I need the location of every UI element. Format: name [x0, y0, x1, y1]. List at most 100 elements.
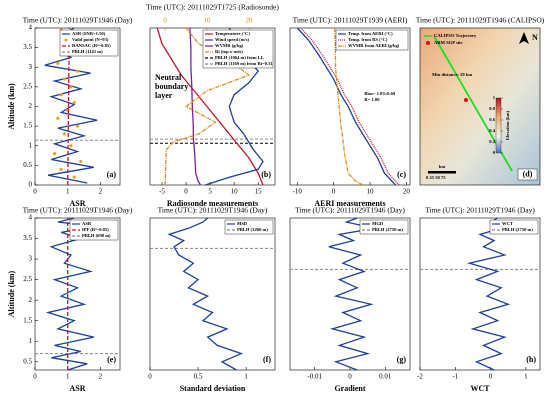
panel-label: (b) [261, 170, 271, 179]
x2-tick-label: 0 [163, 17, 167, 25]
panel-label: (g) [397, 355, 407, 364]
colorbar-tick-label: 0.4 [489, 128, 495, 133]
legend-label: IPF (R²=0.85) [82, 227, 109, 232]
profile-line [296, 27, 396, 186]
scale-unit: km [439, 164, 446, 169]
plot-frame [149, 27, 276, 186]
x-tick-label: 0 [348, 373, 352, 381]
legend-box [224, 219, 274, 235]
y-tick-label: 2 [29, 296, 33, 304]
y-tick-label: 3 [29, 63, 33, 71]
plot-frame [289, 27, 411, 186]
panel-label: (c) [397, 170, 406, 179]
valid-point [56, 61, 60, 65]
legend-swatch [64, 38, 68, 42]
legend-label: WVMR (g/kg) [215, 43, 244, 48]
arm-site [464, 98, 468, 102]
x-tick-label: 0 [332, 188, 336, 196]
north-label: N [532, 33, 538, 42]
x-tick-label: 0 [184, 188, 188, 196]
x-tick-label: -2 [417, 373, 423, 381]
y-tick-label: 0.5 [23, 357, 32, 365]
y-tick-label: 2.5 [23, 82, 32, 90]
scale-bar [428, 171, 456, 174]
x-tick-label: -0.01 [307, 373, 322, 381]
panel-label: (f) [263, 355, 271, 364]
x-tick-label: 0 [148, 373, 152, 381]
x-tick-label: 1 [66, 373, 70, 381]
y-tick-label: 0 [29, 181, 33, 189]
legend-label: PBLH (2750 m) [502, 227, 533, 232]
panel-title: Time (UTC): 20111029T1946 (Day) [158, 206, 268, 215]
legend-label: CALIPSO Trajectory [434, 33, 477, 38]
legend-label: MSD [237, 221, 248, 226]
x-tick-label: 15 [255, 188, 263, 196]
y-tick-label: 3.5 [23, 43, 32, 51]
plot-frame [149, 217, 276, 371]
x-tick-label: 5 [208, 188, 212, 196]
panel-label: (a) [107, 170, 117, 179]
legend-box [359, 219, 409, 235]
y-tick-label: 1.5 [23, 316, 32, 324]
legend-label: WVMR from AERI (g/kg) [348, 43, 400, 48]
x-axis-label: ASR [69, 199, 85, 208]
x-tick-label: 10 [231, 188, 239, 196]
legend-label: PBLH (3260 m) [237, 227, 268, 232]
colorbar-tick-label: 0 [493, 150, 496, 155]
legend-box [69, 219, 119, 241]
panel-title: Time (UTC): 20111029T1946 (Day) [425, 206, 535, 215]
y-tick-label: 1 [29, 141, 33, 149]
panel-title: Time (UTC): 20111029T1946 (Day) [23, 206, 133, 215]
profile-line [334, 27, 364, 186]
annotation: layer [155, 91, 173, 100]
profile-line [45, 217, 98, 371]
x-tick-label: 1 [244, 373, 248, 381]
x-axis-label: Radiosonde measurements [167, 199, 258, 208]
legend-label: ASR [82, 221, 92, 226]
legend-label: Wind speed (m/s) [215, 37, 250, 42]
legend-label: PBLH (2750 m) [372, 227, 403, 232]
y-tick-label: 4 [29, 24, 33, 32]
valid-point [62, 132, 67, 136]
y-tick-label: 1 [29, 337, 33, 345]
colorbar [495, 97, 502, 154]
x-axis-label: Gradient [334, 384, 365, 393]
annotation: R= 1.00 [364, 97, 380, 102]
y-tick-label: 1.5 [23, 122, 32, 130]
legend-label: WCT [502, 221, 513, 226]
y-axis-label: Altitude (km) [7, 83, 16, 130]
profile-line [300, 27, 400, 186]
annotation: Bias= 1.03±0.69 [364, 91, 395, 96]
valid-point [79, 159, 83, 164]
y-tick-label: 2.5 [23, 275, 32, 283]
x-tick-label: 0 [33, 188, 37, 196]
legend-label: MGD [372, 221, 384, 226]
x-axis-label: ASR [69, 384, 85, 393]
x-tick-label: 0 [489, 373, 493, 381]
legend-label: ARM SGP site [434, 40, 463, 45]
valid-point [69, 144, 73, 148]
colorbar-tick-label: 0.2 [489, 139, 495, 144]
legend-label: Temp. from AERI (°C) [348, 31, 393, 36]
legend-label: Temperature (°C) [215, 31, 250, 36]
panel-label: (d) [523, 169, 533, 178]
valid-point [72, 100, 76, 105]
y-tick-label: 2 [29, 102, 33, 110]
annotation: Neutral [155, 73, 182, 82]
colorbar-label: Elevation (km) [505, 110, 510, 140]
colorbar-tick-label: 1 [493, 95, 496, 100]
x-tick-label: -1 [452, 373, 458, 381]
valid-point [75, 69, 80, 73]
x-tick-label: 1 [66, 188, 70, 196]
x-tick-label: 0.5 [194, 373, 203, 381]
legend-label: RANSAC (R²=0.85) [72, 43, 111, 48]
colorbar-tick-label: 0.6 [489, 117, 495, 122]
valid-point [56, 116, 60, 120]
north-arrow [519, 32, 529, 44]
x-tick-label: 0 [33, 373, 37, 381]
annotation: Min distance: 59 km [432, 72, 472, 77]
panel-title: Time (UTC): 20111029T1939 (AERI) [293, 16, 408, 25]
y-tick-label: 3.5 [23, 234, 32, 242]
x-axis-label: WCT [470, 384, 490, 393]
